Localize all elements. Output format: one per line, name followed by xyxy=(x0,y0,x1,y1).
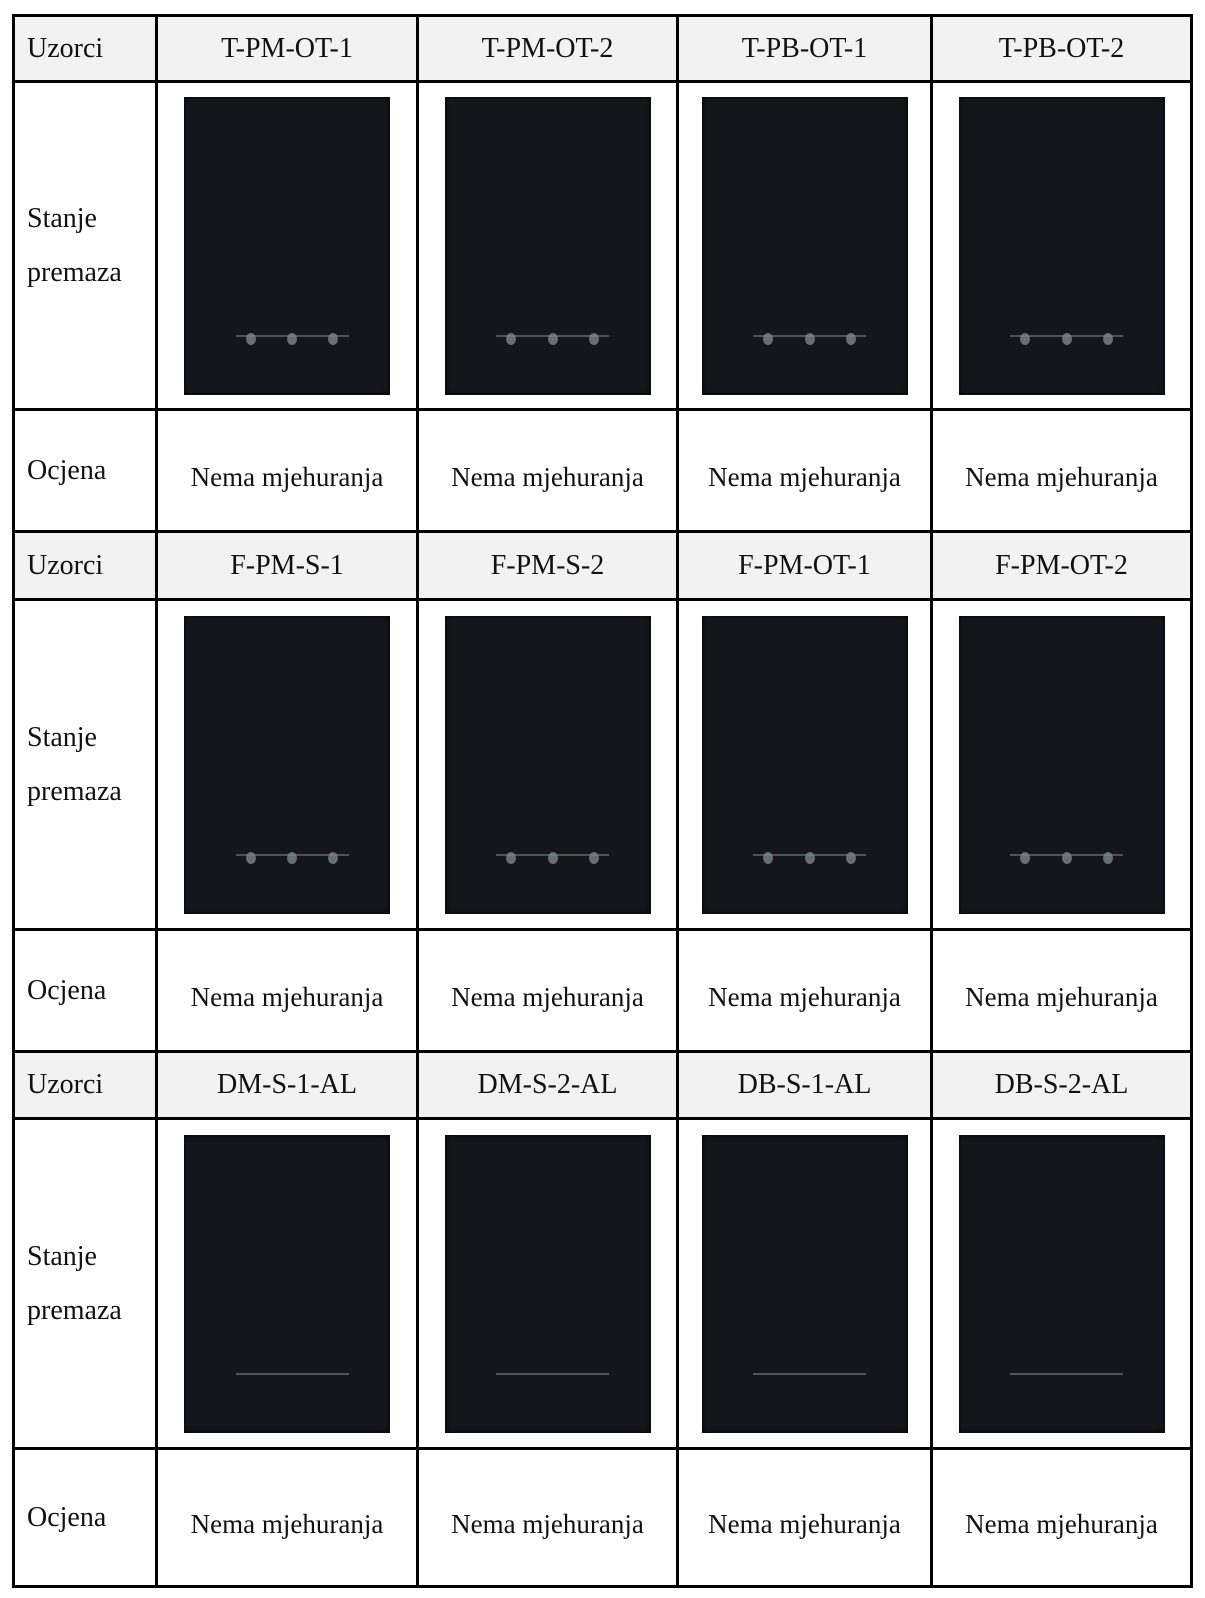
defect-spot xyxy=(804,851,815,864)
rating: Nema mjehuranja xyxy=(155,928,419,1053)
coating-photo xyxy=(444,1134,651,1433)
rating: Nema mjehuranja xyxy=(155,408,419,533)
photo-cell xyxy=(676,80,933,411)
photo-cell xyxy=(155,1117,419,1450)
rating: Nema mjehuranja xyxy=(416,1447,679,1588)
rating: Nema mjehuranja xyxy=(930,408,1193,533)
defect-spot xyxy=(588,332,599,345)
defect-spot xyxy=(547,332,558,345)
defect-spot xyxy=(245,851,256,864)
defect-spot xyxy=(588,851,599,864)
defect-spot xyxy=(506,851,517,864)
scribe-line xyxy=(235,1372,349,1375)
sample-name: T-PB-OT-1 xyxy=(676,14,933,83)
sample-name: DB-S-1-AL xyxy=(676,1050,933,1120)
defect-spot xyxy=(763,851,774,864)
row-label: Uzorci xyxy=(12,14,158,83)
photo-cell xyxy=(676,598,933,931)
rating-row: Ocjena Nema mjehuranja Nema mjehuranja Nema… xyxy=(12,408,1193,533)
sample-name: F-PM-S-1 xyxy=(155,530,419,601)
rating: Nema mjehuranja xyxy=(676,1447,933,1588)
photo-row: Stanje premaza xyxy=(12,80,1193,411)
rating: Nema mjehuranja xyxy=(930,1447,1193,1588)
coating-photo xyxy=(184,1134,390,1433)
defect-spot xyxy=(1102,851,1113,864)
rating: Nema mjehuranja xyxy=(676,408,933,533)
scribe-line xyxy=(1010,1372,1124,1375)
defect-spot xyxy=(1061,851,1072,864)
sample-name: F-PM-S-2 xyxy=(416,530,679,601)
photo-cell xyxy=(416,1117,679,1450)
defect-spot xyxy=(1020,851,1031,864)
photo-cell xyxy=(155,80,419,411)
coating-photo xyxy=(444,96,651,395)
defect-spot xyxy=(1061,332,1072,345)
photo-cell xyxy=(930,598,1193,931)
defect-spot xyxy=(1020,332,1031,345)
photo-row: Stanje premaza xyxy=(12,598,1193,931)
defect-spot xyxy=(287,332,297,345)
row-label: Ocjena xyxy=(12,408,158,533)
rating: Nema mjehuranja xyxy=(416,408,679,533)
row-label: Stanje premaza xyxy=(12,80,158,411)
defect-spot xyxy=(1102,332,1113,345)
sample-name: T-PM-OT-2 xyxy=(416,14,679,83)
row-label: Ocjena xyxy=(12,1447,158,1588)
defect-spot xyxy=(804,332,815,345)
rating: Nema mjehuranja xyxy=(930,928,1193,1053)
scribe-line xyxy=(496,1372,610,1375)
header-row: Uzorci T-PM-OT-1 T-PM-OT-2 T-PB-OT-1 T-PB-OT… xyxy=(12,14,1193,83)
row-label: Stanje premaza xyxy=(12,598,158,931)
rating-row: Ocjena Nema mjehuranja Nema mjehuranja Nema… xyxy=(12,928,1193,1053)
photo-cell xyxy=(155,598,419,931)
defect-spot xyxy=(287,851,297,864)
photo-row: Stanje premaza xyxy=(12,1117,1193,1450)
coating-photo xyxy=(184,96,390,395)
rating-row: Ocjena Nema mjehuranja Nema mjehuranja Nema… xyxy=(12,1447,1193,1588)
coating-photo xyxy=(958,615,1165,914)
photo-cell xyxy=(930,1117,1193,1450)
coating-photo xyxy=(958,1134,1165,1433)
defect-spot xyxy=(845,851,856,864)
sample-name: T-PB-OT-2 xyxy=(930,14,1193,83)
coating-photo xyxy=(958,96,1165,395)
photo-cell xyxy=(676,1117,933,1450)
row-label: Uzorci xyxy=(12,1050,158,1120)
coating-photo xyxy=(701,96,908,395)
scribe-line xyxy=(753,1372,867,1375)
photo-cell xyxy=(416,598,679,931)
row-label: Stanje premaza xyxy=(12,1117,158,1450)
photo-cell xyxy=(930,80,1193,411)
sample-name: DM-S-1-AL xyxy=(155,1050,419,1120)
sample-name: DB-S-2-AL xyxy=(930,1050,1193,1120)
rating: Nema mjehuranja xyxy=(155,1447,419,1588)
rating: Nema mjehuranja xyxy=(676,928,933,1053)
document: Uzorci T-PM-OT-1 T-PM-OT-2 T-PB-OT-1 T-PB-OT… xyxy=(12,14,1193,1588)
header-row: Uzorci DM-S-1-AL DM-S-2-AL DB-S-1-AL DB-S-2-… xyxy=(12,1050,1193,1120)
coating-photo xyxy=(184,615,390,914)
defect-spot xyxy=(328,332,339,345)
coating-photo xyxy=(701,615,908,914)
results-table: Uzorci T-PM-OT-1 T-PM-OT-2 T-PB-OT-1 T-PB-OT… xyxy=(12,14,1193,1588)
rating: Nema mjehuranja xyxy=(416,928,679,1053)
row-label: Uzorci xyxy=(12,530,158,601)
defect-spot xyxy=(547,851,558,864)
defect-spot xyxy=(328,851,339,864)
row-label: Ocjena xyxy=(12,928,158,1053)
sample-name: F-PM-OT-2 xyxy=(930,530,1193,601)
coating-photo xyxy=(701,1134,908,1433)
sample-name: F-PM-OT-1 xyxy=(676,530,933,601)
defect-spot xyxy=(845,332,856,345)
header-row: Uzorci F-PM-S-1 F-PM-S-2 F-PM-OT-1 F-PM-OT-2 xyxy=(12,530,1193,601)
defect-spot xyxy=(245,332,256,345)
photo-cell xyxy=(416,80,679,411)
sample-name: DM-S-2-AL xyxy=(416,1050,679,1120)
coating-photo xyxy=(444,615,651,914)
defect-spot xyxy=(763,332,774,345)
sample-name: T-PM-OT-1 xyxy=(155,14,419,83)
defect-spot xyxy=(506,332,517,345)
